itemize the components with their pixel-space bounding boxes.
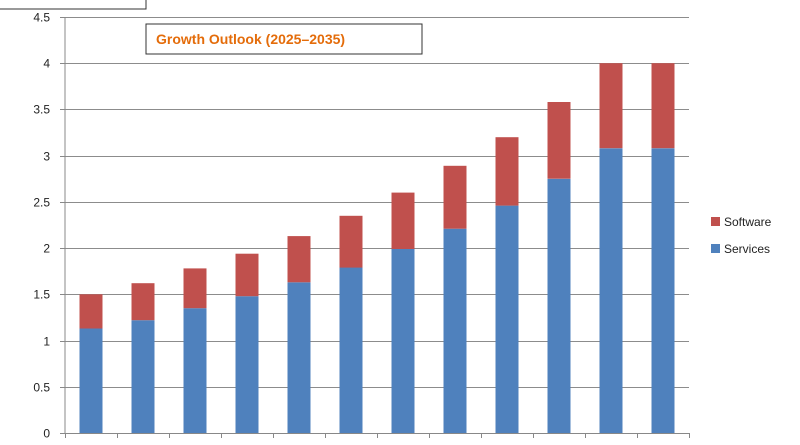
bar-software-5 [287,236,311,283]
title-box [145,23,423,55]
bar-software-8 [443,165,467,229]
legend-swatch-services [711,244,720,253]
y-tick-label: 1.5 [33,288,50,302]
y-tick-label: 2.5 [33,196,50,210]
bar-services-2 [131,320,155,433]
bar-software-11 [599,63,623,149]
bar-software-10 [547,102,571,179]
bar-software-1 [79,294,103,329]
bar-software-4 [235,253,259,297]
y-tick-label: 3.5 [33,103,50,117]
y-tick-label: 1 [43,335,50,349]
legend-label-services: Services [724,242,770,256]
bar-services-3 [183,308,207,433]
bar-software-9 [495,137,519,206]
bar-services-12 [651,148,675,434]
y-tick-label: 3 [43,150,50,164]
bar-services-6 [339,267,363,433]
corner-box [0,0,147,10]
legend-swatch-software [711,217,720,226]
bar-services-11 [599,148,623,434]
bar-services-10 [547,178,571,433]
bar-services-5 [287,282,311,433]
y-tick-label: 4.5 [33,11,50,25]
bar-services-1 [79,328,103,433]
bar-services-9 [495,205,519,433]
y-tick-label: 0 [43,427,50,441]
bar-software-6 [339,215,363,268]
bar-services-7 [391,249,415,433]
bar-software-3 [183,268,207,309]
bar-software-12 [651,63,675,149]
chart-title: Growth Outlook (2025–2035) [156,31,345,47]
legend-label-software: Software [724,215,772,229]
bar-software-2 [131,283,155,321]
y-tick-label: 2 [43,242,50,256]
legend: Software Services [711,215,772,256]
axes [64,17,689,434]
gridlines [65,17,689,388]
y-tick-label: 4 [43,57,50,71]
x-ticks [65,433,690,438]
bar-services-4 [235,296,259,433]
y-tick-label: 0.5 [33,381,50,395]
y-tick-labels: 0 0.5 1 1.5 2 2.5 3 3.5 4 4.5 [33,11,65,441]
bars [79,63,675,434]
bar-services-8 [443,228,467,433]
bar-software-7 [391,192,415,249]
